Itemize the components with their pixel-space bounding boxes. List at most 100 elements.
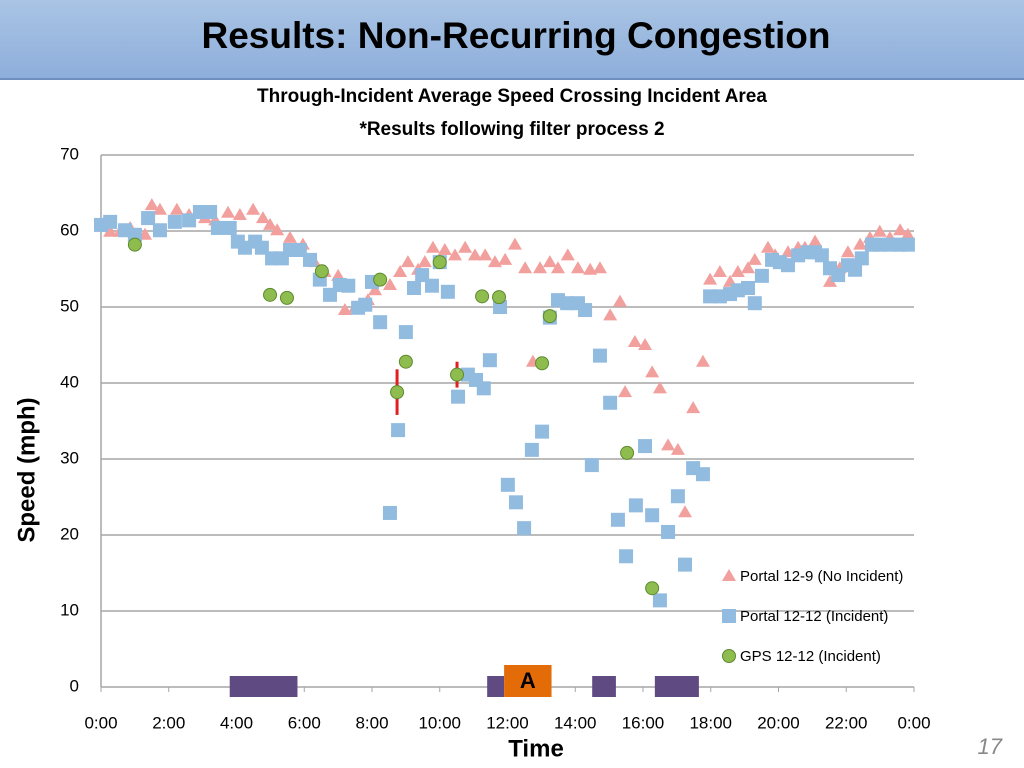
circle-point [398,354,413,369]
circle-point [645,581,660,596]
circle-point [390,385,405,400]
square-point [203,205,218,219]
circle-point [492,290,507,305]
square-point [695,467,710,482]
triangle-point [263,217,278,230]
triangle-point [703,272,718,285]
x-tick-label: 6:00 [288,713,321,732]
circle-point [535,356,550,371]
square-point [619,549,634,564]
legend-label: Portal 12-9 (No Incident) [740,568,903,585]
triangle-point [533,261,548,274]
x-tick-label: 14:00 [554,713,597,732]
circle-point [314,264,329,279]
y-axis-label: Speed (mph) [13,397,40,542]
triangle-point [478,248,493,261]
square-point [854,251,869,266]
triangle-point [661,438,676,451]
square-point [167,214,182,229]
square-point [373,315,388,330]
triangle-point [283,230,298,243]
triangle-point [583,262,598,275]
circle-point [475,289,490,304]
triangle-point [603,308,618,321]
triangle-point [618,385,633,398]
triangle-point [695,354,710,367]
triangle-point [893,223,908,236]
square-point [141,211,156,226]
triangle-point [712,265,727,278]
triangle-point [437,243,452,255]
square-point [592,348,607,363]
x-tick-label: 22:00 [825,713,868,732]
square-point [424,278,439,293]
circle-point [263,287,278,302]
square-point [103,214,118,229]
triangle-point [592,261,607,274]
triangle-point [730,265,745,278]
y-tick-label: 0 [70,676,79,695]
x-tick-label: 18:00 [689,713,732,732]
square-point [451,389,466,404]
triangle-point [368,283,383,296]
triangle-point [467,248,482,261]
triangle-point [550,261,565,274]
triangle-point [425,240,440,253]
triangle-point [169,202,184,215]
triangle-point [638,338,653,350]
triangle-point [840,245,855,258]
square-point [670,489,685,504]
triangle-point [645,365,660,378]
y-tick-label: 10 [60,600,79,619]
page-number: 17 [978,734,1003,759]
square-point [127,227,142,242]
annotation-box [504,665,552,697]
triangle-point [393,265,408,278]
square-point [152,223,167,238]
square-point [652,593,667,608]
square-point [661,524,676,539]
y-tick-label: 40 [60,372,79,391]
square-point [415,268,430,283]
triangle-point [741,261,756,274]
triangle-point [507,237,522,250]
y-tick-label: 20 [60,524,79,543]
triangle-point [382,277,397,290]
triangle-point [270,223,285,236]
square-point [900,237,915,252]
y-tick-label: 70 [60,144,79,163]
circle-point [722,649,736,663]
triangle-point [331,268,346,281]
triangle-point [900,227,915,240]
triangle-point [255,211,270,224]
square-point [182,213,197,228]
square-point [722,609,736,623]
square-point [210,220,225,235]
incident-bar [229,676,298,697]
triangle-point [542,255,557,268]
square-point [741,281,756,295]
triangle-point [670,442,685,455]
circle-point [279,290,294,305]
slide-title: Results: Non-Recurring Congestion [201,15,830,56]
title-band [0,0,1024,78]
chart-title: Through-Incident Average Speed Crossing … [257,86,767,107]
x-tick-label: 4:00 [220,713,253,732]
square-point [341,278,356,293]
y-tick-label: 30 [60,448,79,467]
incident-bar [487,676,505,697]
circle-point [542,309,557,324]
square-point [610,512,625,527]
legend-label: Portal 12-12 (Incident) [740,608,888,625]
square-point [254,240,269,255]
square-point [848,262,863,277]
x-tick-label: 0:00 [897,713,930,732]
square-point [482,353,497,368]
triangle-point [678,505,693,518]
square-point [222,220,237,235]
triangle-point [853,237,868,250]
annotation-label: A [520,668,536,693]
x-axis-label: Time [508,735,564,762]
triangle-point [221,205,236,218]
